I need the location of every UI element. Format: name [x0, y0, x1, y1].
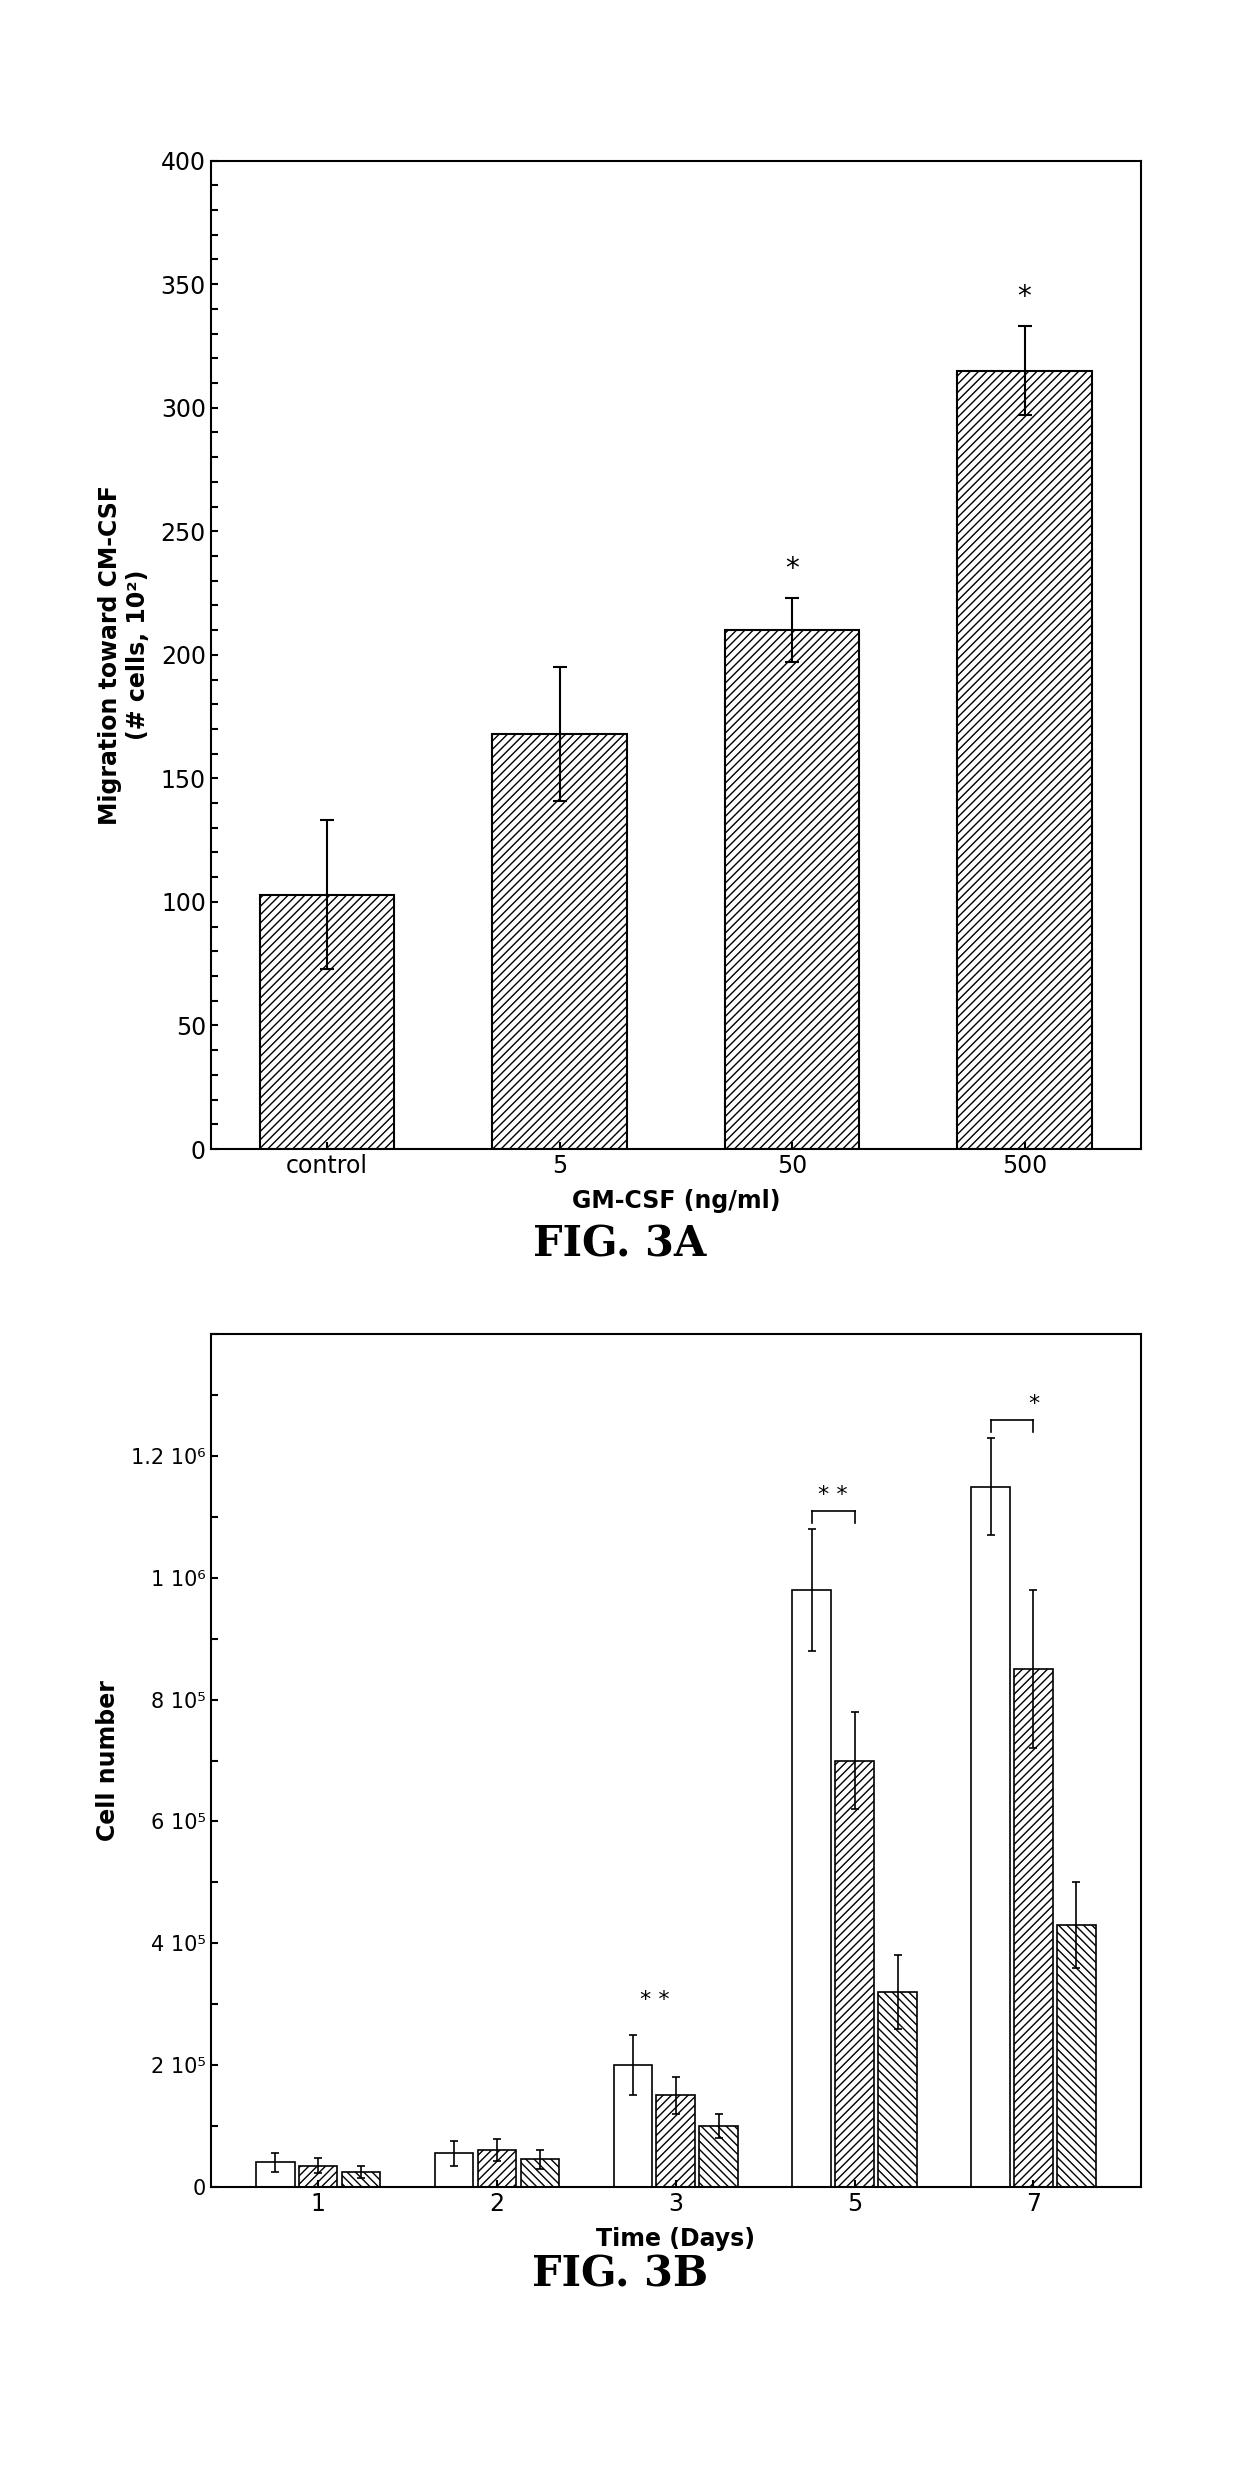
Bar: [342, 2172, 381, 2187]
Bar: [614, 2066, 652, 2187]
X-axis label: Time (Days): Time (Days): [596, 2226, 755, 2251]
Bar: [656, 2095, 696, 2187]
Bar: [792, 1591, 831, 2187]
Bar: [255, 2162, 295, 2187]
Text: *: *: [785, 556, 799, 583]
Text: *: *: [1028, 1394, 1039, 1413]
Bar: [477, 2150, 516, 2187]
Text: FIG. 3B: FIG. 3B: [532, 2254, 708, 2296]
Bar: [259, 895, 394, 1149]
Bar: [699, 2125, 738, 2187]
Bar: [878, 1992, 916, 2187]
Bar: [971, 1488, 1009, 2187]
Bar: [957, 371, 1092, 1149]
Bar: [836, 1759, 874, 2187]
Text: *: *: [1018, 284, 1032, 311]
Text: * *: * *: [818, 1485, 848, 1505]
X-axis label: GM-CSF (ng/ml): GM-CSF (ng/ml): [572, 1189, 780, 1213]
Y-axis label: Migration toward CM-CSF
(# cells, 10²): Migration toward CM-CSF (# cells, 10²): [98, 484, 150, 825]
Bar: [521, 2160, 559, 2187]
Bar: [724, 630, 859, 1149]
Y-axis label: Cell number: Cell number: [97, 1680, 120, 1841]
Text: * *: * *: [640, 1989, 670, 2011]
Text: FIG. 3A: FIG. 3A: [533, 1223, 707, 1265]
Bar: [1056, 1925, 1096, 2187]
Bar: [1014, 1670, 1053, 2187]
Bar: [299, 2165, 337, 2187]
Bar: [435, 2152, 474, 2187]
Bar: [492, 734, 627, 1149]
